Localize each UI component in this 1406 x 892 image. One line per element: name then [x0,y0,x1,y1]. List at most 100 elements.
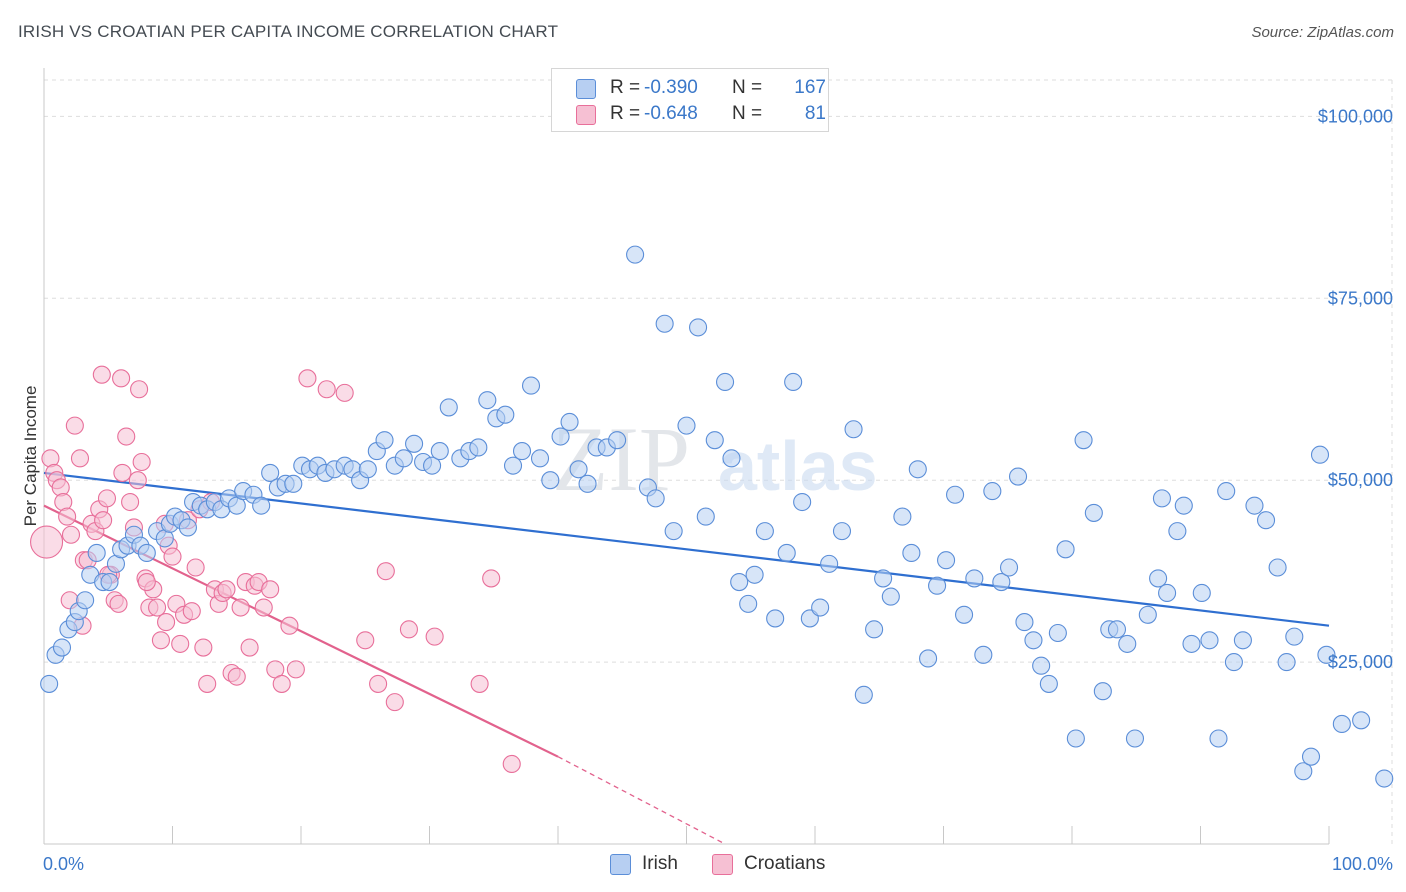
irish-point [1352,711,1371,730]
legend-label-irish: Irish [642,853,678,874]
croatian-point [186,558,205,577]
irish-point [739,594,758,613]
irish-point [512,442,532,461]
legend-n-label: N = [732,103,763,124]
irish-point [284,474,303,493]
irish-point [715,372,735,392]
irish-point [745,565,764,584]
irish-point [137,543,156,563]
irish-point [992,573,1011,592]
irish-point [496,405,515,424]
irish-point [919,649,938,668]
irish-point [76,591,95,610]
irish-point [375,431,394,450]
legend-swatch-irish [610,854,631,875]
legend-swatch-irish [576,79,596,99]
irish-point [1093,682,1112,701]
irish-point [1233,631,1252,650]
irish-point [560,412,579,432]
y-tick-label: $75,000 [1328,288,1393,308]
legend-swatch-croatians [576,105,596,125]
irish-point [178,518,197,537]
irish-point [1174,496,1193,515]
croatian-point [335,383,354,402]
irish-point [252,496,271,515]
croatian-point [254,598,273,617]
irish-point [1268,558,1287,577]
irish-point [1032,656,1051,675]
source-label: Source: ZipAtlas.com [1251,24,1394,41]
irish-point [1107,620,1127,639]
irish-point [87,543,106,563]
irish-point [478,391,497,410]
croatian-point [61,525,81,544]
croatian-point [470,674,489,693]
irish-point [1375,769,1394,788]
croatian-point [112,369,131,388]
irish-point [1224,653,1243,672]
irish-point [881,587,900,606]
irish-point [955,605,974,624]
croatian-point [130,380,149,399]
irish-point [1256,511,1276,530]
croatian-point [151,631,170,650]
croatian-point [117,427,136,446]
croatian-point [317,380,336,399]
irish-point [423,456,442,475]
irish-point [793,492,812,512]
irish-point [655,314,674,333]
croatian-point [30,525,64,559]
irish-point [1209,729,1228,748]
legend-n-value: 167 [794,77,826,98]
croatian-point [399,620,418,639]
irish-point [405,434,424,453]
irish-point [52,638,72,657]
irish-point [1294,762,1313,781]
irish-point [755,522,774,541]
watermark-atlas: atlas [718,427,878,505]
irish-point [844,420,863,439]
legend-n-value: 81 [804,103,826,124]
trendlines [43,471,1330,845]
croatian-point [109,594,128,613]
croatian-point [272,674,291,693]
irish-point [40,674,59,693]
irish-point [1015,613,1034,632]
irish-point [608,431,627,450]
croatian-point [385,693,404,712]
axis-labels: Per Capita Income 0.0% 100.0% $25,000 $50… [21,106,1393,874]
legend-r-value: -0.390 [644,77,698,98]
irish-point [777,543,796,563]
irish-point [908,460,927,479]
irish-point [730,573,749,592]
croatian-point [231,598,250,617]
chart-title: IRISH VS CROATIAN PER CAPITA INCOME CORR… [18,22,559,41]
legend-r-label: R = [610,77,641,98]
croatian-point [376,562,395,581]
irish-point [578,474,597,493]
irish-point [1066,729,1085,748]
watermark: ZIP atlas [552,408,878,510]
x-tick-label-start: 0.0% [43,854,84,874]
irish-point [1074,431,1093,450]
irish-point [664,522,683,541]
irish-point [928,576,947,595]
croatian-point [240,638,259,657]
x-tick-label-end: 100.0% [1332,854,1393,874]
croatian-point [482,569,501,588]
irish-point [100,573,119,592]
irish-point [469,438,488,457]
croatian-point [171,634,190,653]
irish-point [854,685,873,704]
irish-point [974,645,993,664]
y-axis-label: Per Capita Income [21,386,40,527]
croatian-point [502,754,521,774]
irish-point [430,442,449,461]
irish-point [1217,482,1236,501]
croatian-point [217,580,236,599]
irish-point [530,449,550,468]
croatian-point [425,627,444,646]
irish-point [1245,496,1264,515]
irish-point [1277,653,1296,672]
